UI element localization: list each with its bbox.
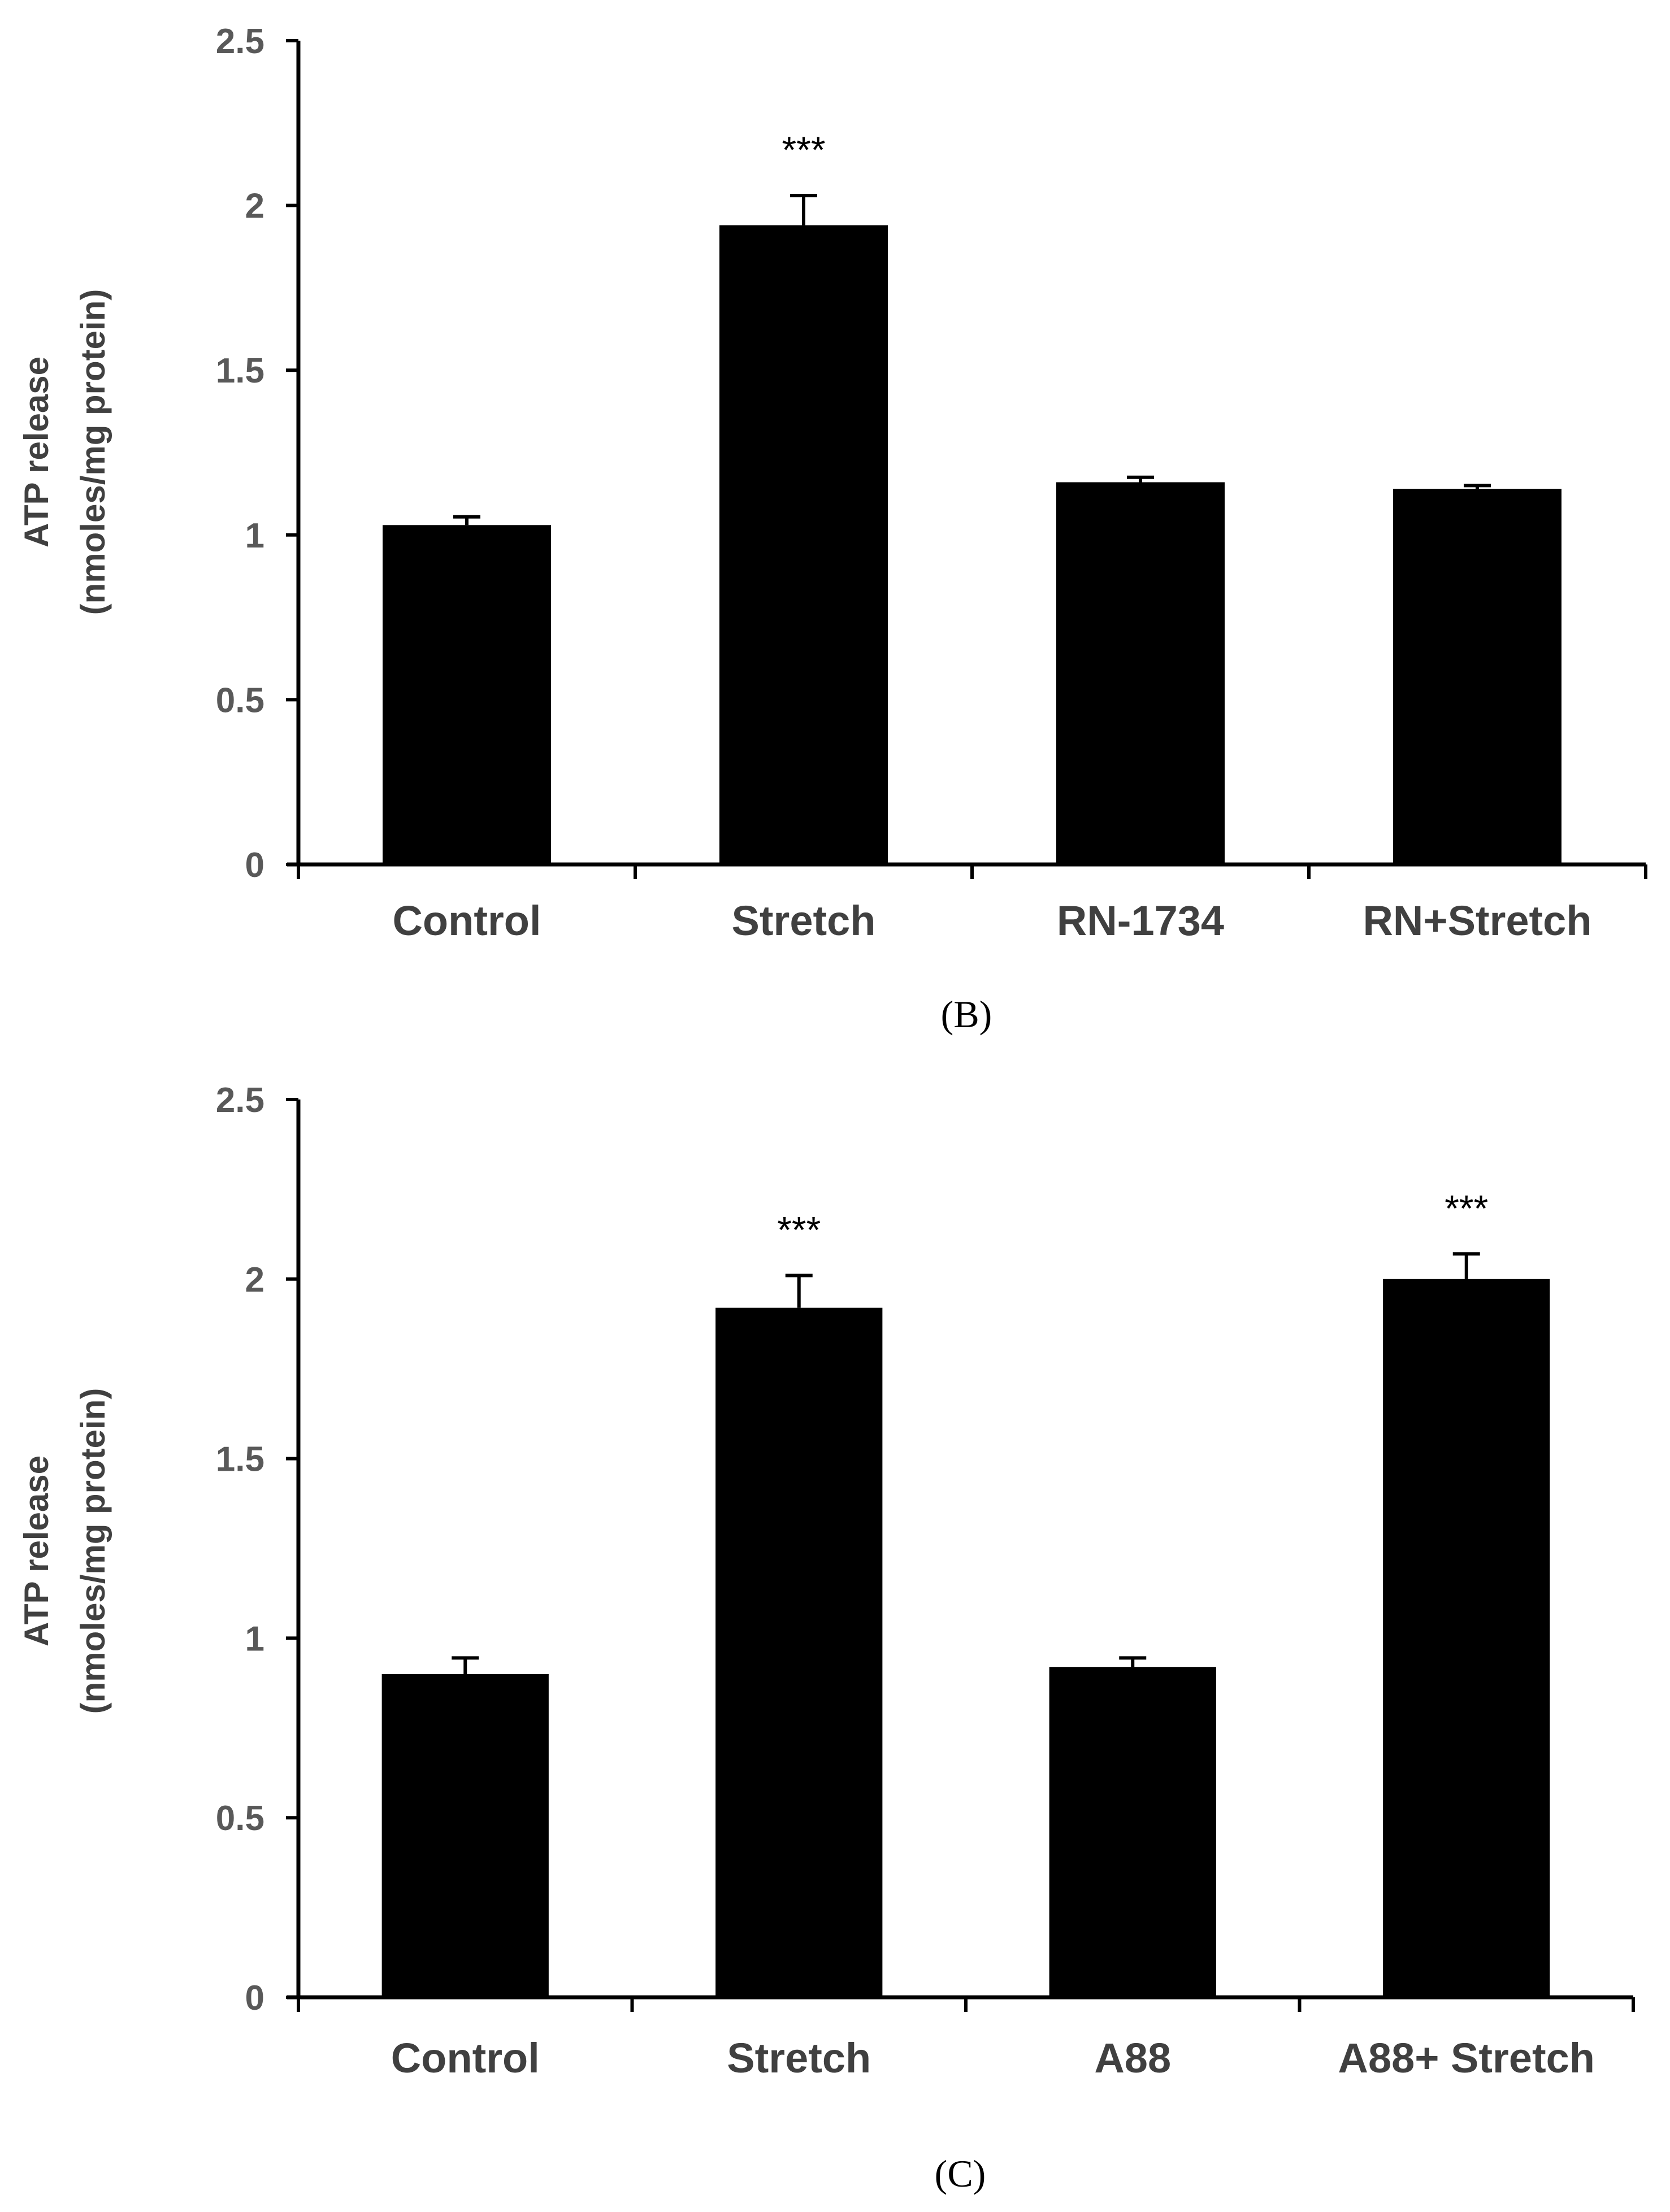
y-tick-label: 1 <box>245 516 264 555</box>
y-axis-title-line: (nmoles/mg protein) <box>74 1388 112 1714</box>
bar-a88 <box>1049 1667 1216 1997</box>
y-axis-title-line: ATP release <box>18 357 55 547</box>
bar-control <box>381 1674 549 1997</box>
panel-label: (C) <box>935 2152 986 2195</box>
y-tick-label: 0.5 <box>216 1799 264 1838</box>
x-category-label: Stretch <box>732 897 876 944</box>
significance-marker: *** <box>782 129 825 171</box>
chart-panel-b: 0 0.5 1 1.5 2 2.5 Control *** Stretch RN-1734 RN+S… <box>18 22 1647 1036</box>
bar-rn-stretch <box>1393 489 1561 864</box>
y-tick-label: 1.5 <box>216 351 264 390</box>
bar-rn-1734 <box>1056 482 1225 864</box>
y-axis-title-line: ATP release <box>18 1455 55 1646</box>
x-category-label: A88 <box>1094 2035 1171 2081</box>
y-tick-label: 0 <box>245 1979 264 2018</box>
bar-a88-stretch <box>1383 1279 1550 1997</box>
y-tick-label: 2 <box>245 1261 264 1300</box>
panel-label: (B) <box>941 993 992 1036</box>
y-tick-label: 2 <box>245 187 264 226</box>
x-category-label: Control <box>391 2035 540 2081</box>
significance-marker: *** <box>1445 1187 1488 1229</box>
x-category-label: RN+Stretch <box>1363 897 1591 944</box>
x-category-label: Stretch <box>727 2035 871 2081</box>
y-tick-label: 2.5 <box>216 1081 264 1120</box>
y-tick-label: 2.5 <box>216 22 264 61</box>
bar-stretch <box>719 225 888 864</box>
y-tick-label: 1 <box>245 1619 264 1658</box>
significance-marker: *** <box>777 1209 821 1250</box>
bar-control <box>383 525 551 864</box>
x-category-label: Control <box>392 897 541 944</box>
y-tick-label: 0 <box>245 846 264 885</box>
y-tick-label: 0.5 <box>216 681 264 720</box>
y-tick-label: 1.5 <box>216 1440 264 1479</box>
bar-stretch <box>715 1307 883 1997</box>
chart-panel-c: 0 0.5 1 1.5 2 2.5 Control *** Stretch A88 *** A88+ … <box>18 1081 1635 2195</box>
x-category-label: RN-1734 <box>1057 897 1224 944</box>
y-axis-title-line: (nmoles/mg protein) <box>74 289 112 615</box>
x-category-label: A88+ Stretch <box>1338 2035 1595 2081</box>
